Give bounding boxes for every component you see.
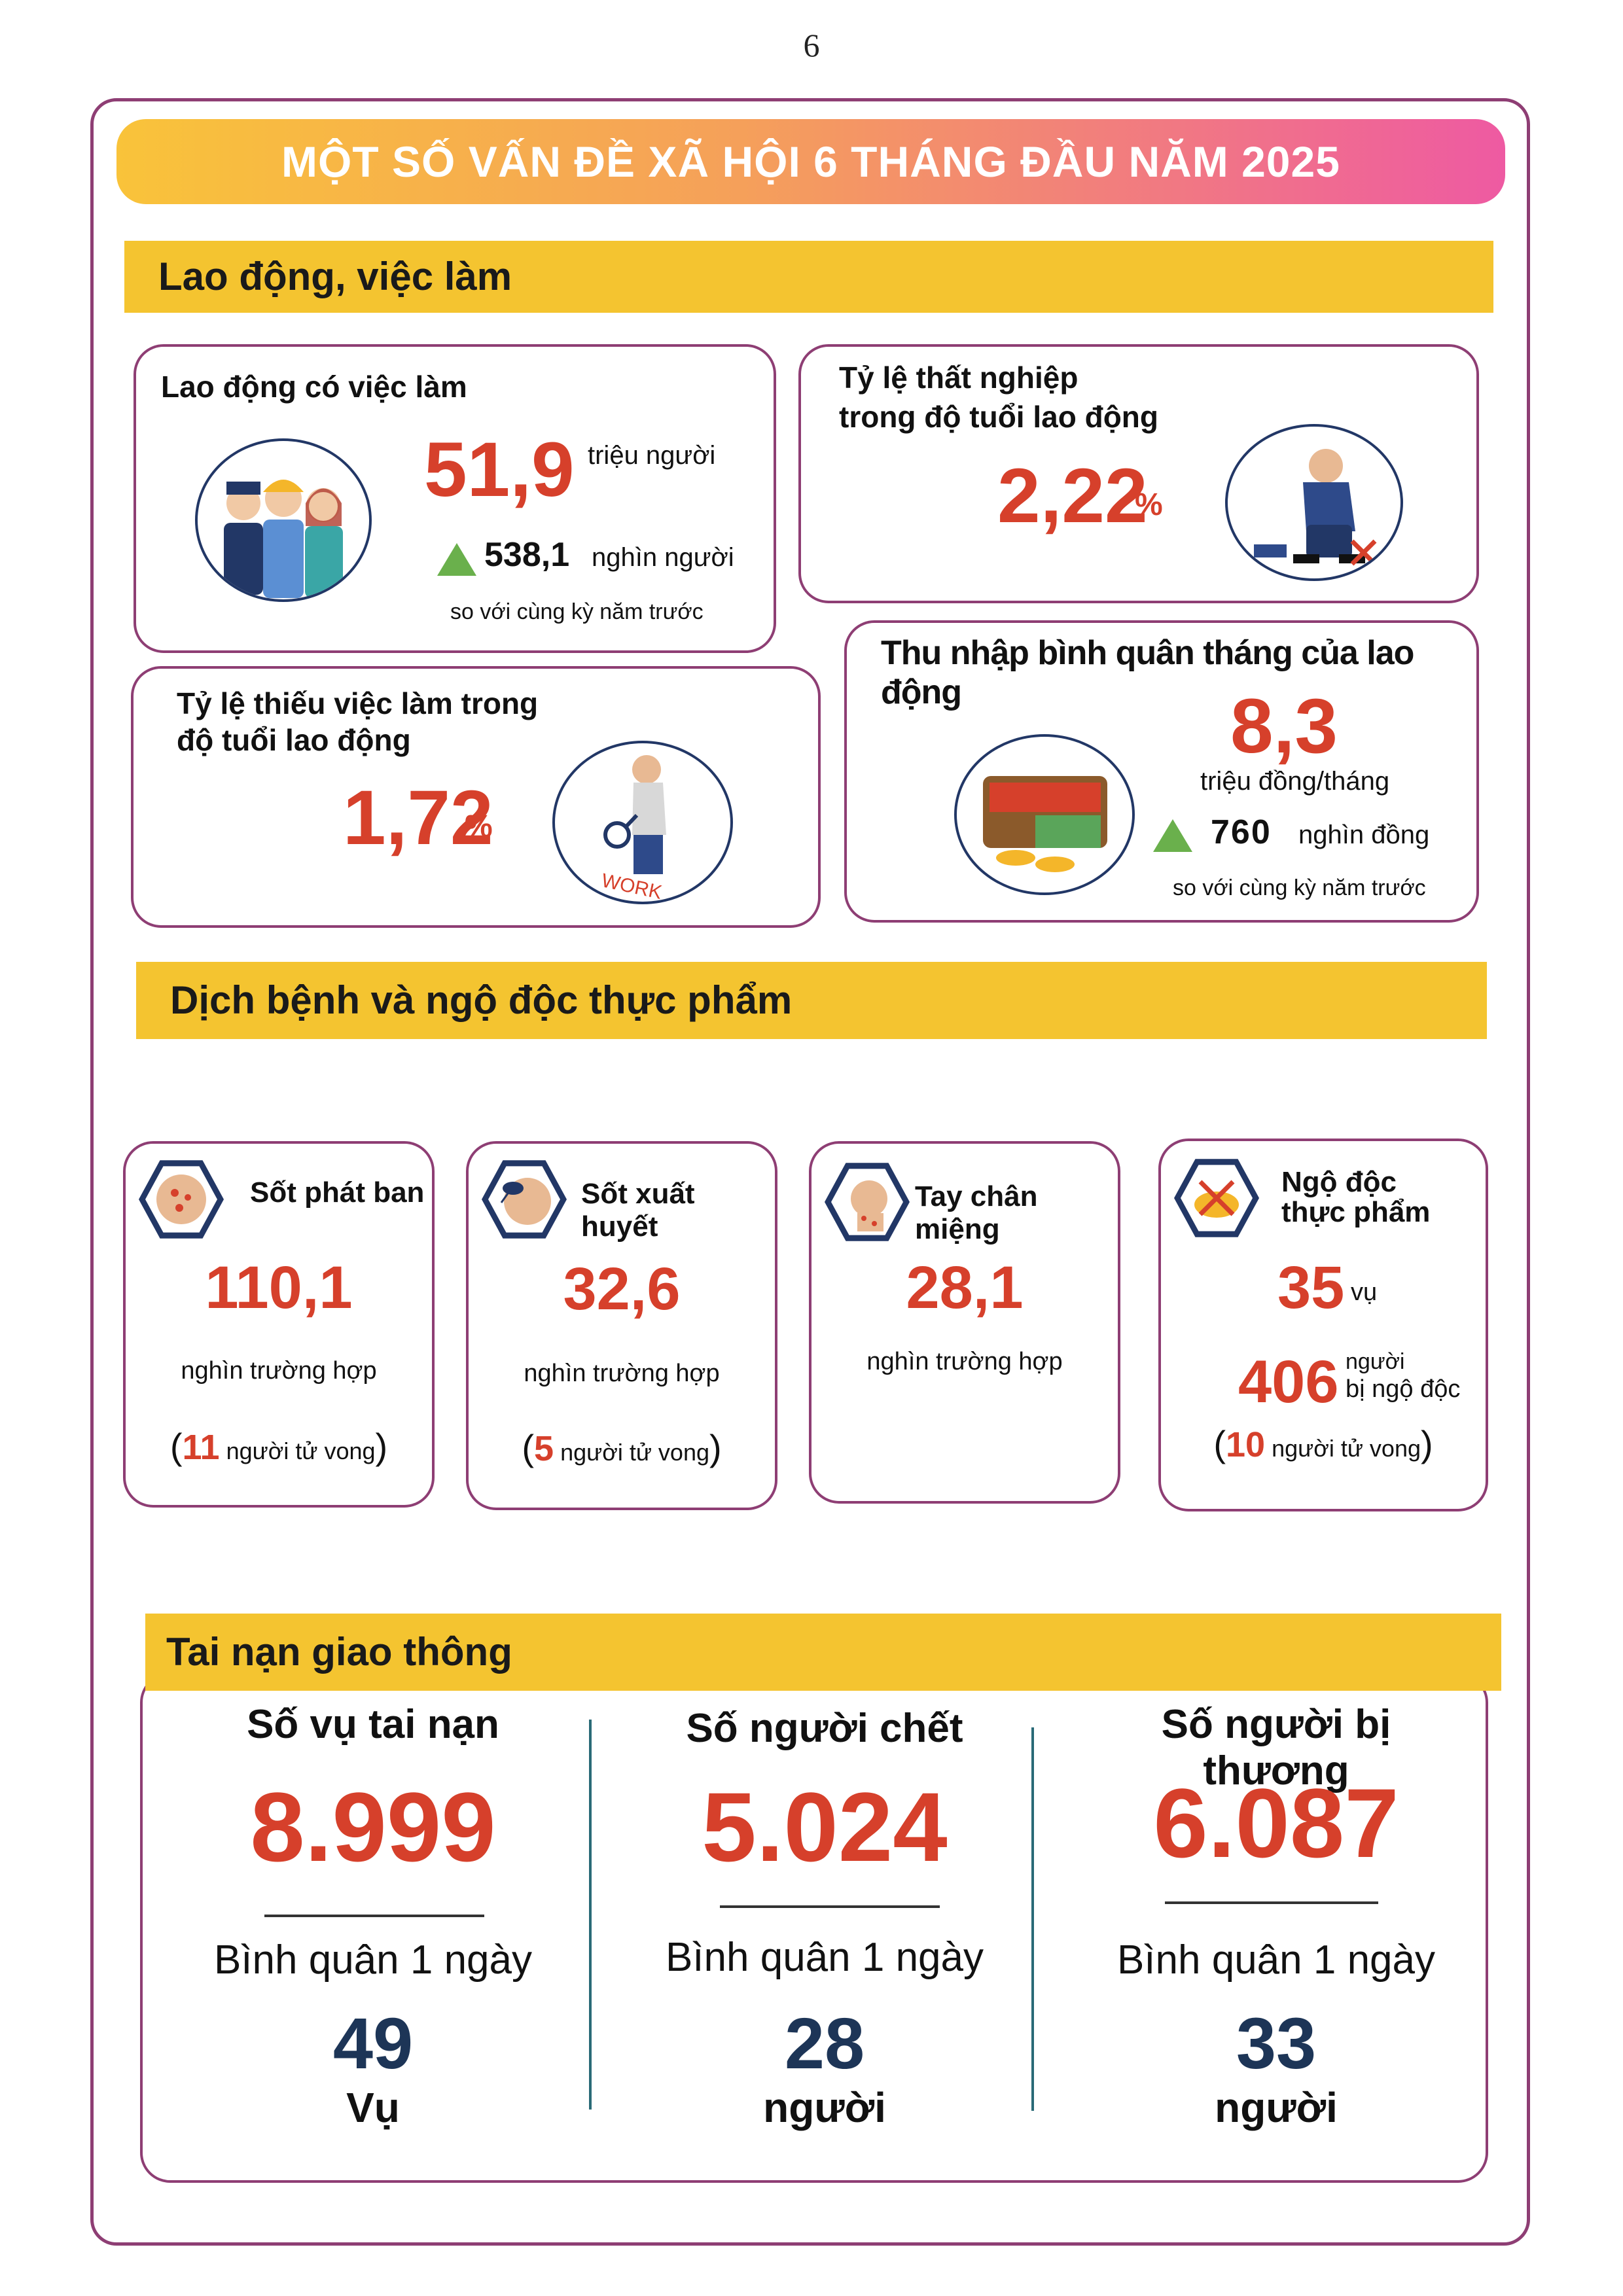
underemployment-label-line2: độ tuổi lao động bbox=[177, 723, 411, 757]
traffic-value: 6.087 bbox=[1153, 1768, 1399, 1878]
card-food-poisoning: Ngộ độc thực phẩm 35 vụ 406 người bị ngộ… bbox=[1158, 1139, 1488, 1511]
employed-unit: triệu người bbox=[588, 441, 716, 470]
unemployment-value: 2,22 bbox=[997, 453, 1148, 539]
wallet-icon bbox=[954, 734, 1135, 895]
traffic-column-deaths: Số người chết 5.024 Bình quân 1 ngày 28 … bbox=[648, 1701, 1001, 2133]
disease-label-line1: Ngộ độc bbox=[1281, 1166, 1397, 1198]
income-label: Thu nhập bình quân tháng của lao động bbox=[881, 634, 1414, 711]
card-income: Thu nhập bình quân tháng của lao động 8,… bbox=[844, 620, 1479, 923]
traffic-avg-label: Bình quân 1 ngày bbox=[213, 1937, 533, 1983]
unemployed-person-icon bbox=[1225, 424, 1403, 581]
traffic-label: Số người bị thương bbox=[1161, 1702, 1391, 1793]
disease-unit: vụ bbox=[1351, 1279, 1378, 1306]
disease-label-line2: thực phẩm bbox=[1281, 1196, 1431, 1228]
income-unit: triệu đồng/tháng bbox=[1200, 767, 1390, 796]
disease-label: Sốt phát ban bbox=[250, 1176, 425, 1209]
disease-value: 32,6 bbox=[563, 1256, 681, 1322]
disease-value: 110,1 bbox=[205, 1254, 353, 1321]
traffic-avg-value: 49 bbox=[332, 2004, 414, 2084]
column-divider bbox=[589, 1720, 592, 2110]
disease-unit: nghìn trường hợp bbox=[866, 1348, 1063, 1375]
disease-deaths-line: (10 người tử vong) bbox=[1213, 1423, 1433, 1464]
food-poisoning-icon bbox=[1174, 1159, 1259, 1237]
page-frame bbox=[90, 98, 1530, 2246]
disease-value: 28,1 bbox=[906, 1254, 1024, 1321]
traffic-value: 5.024 bbox=[702, 1772, 948, 1882]
value-underline bbox=[1165, 1901, 1378, 1904]
increase-arrow-icon bbox=[437, 543, 476, 576]
disease-deaths: 11 bbox=[182, 1428, 220, 1467]
poisoned-people-label-line2: bị ngộ độc bbox=[1346, 1375, 1461, 1403]
increase-arrow-icon bbox=[1153, 819, 1192, 852]
traffic-column-injured: Số người bị thương 6.087 Bình quân 1 ngà… bbox=[1099, 1701, 1453, 2133]
employed-change-unit: nghìn người bbox=[592, 543, 734, 572]
income-change-unit: nghìn đồng bbox=[1298, 821, 1430, 849]
employed-compare: so với cùng kỳ năm trước bbox=[450, 599, 704, 624]
disease-unit: nghìn trường hợp bbox=[181, 1357, 377, 1385]
income-compare: so với cùng kỳ năm trước bbox=[1173, 875, 1426, 900]
svg-text:WORK: WORK bbox=[599, 870, 664, 902]
disease-label: Tay chân miệng bbox=[915, 1180, 1038, 1245]
disease-label: Sốt xuất huyết bbox=[581, 1178, 695, 1243]
poisoned-people-value: 406 bbox=[1238, 1349, 1339, 1415]
traffic-avg-unit: Vụ bbox=[346, 2084, 400, 2131]
hand-foot-mouth-icon bbox=[825, 1163, 910, 1241]
employed-change: 538,1 bbox=[484, 536, 570, 574]
section-heading-traffic: Tai nạn giao thông bbox=[145, 1614, 1501, 1691]
disease-deaths-line: (5 người tử vong) bbox=[522, 1427, 722, 1468]
traffic-avg-unit: người bbox=[763, 2084, 886, 2131]
column-divider bbox=[1031, 1727, 1034, 2111]
employed-value: 51,9 bbox=[424, 427, 575, 513]
disease-deaths: 5 bbox=[534, 1429, 554, 1468]
traffic-value: 8.999 bbox=[250, 1772, 496, 1882]
traffic-avg-label: Bình quân 1 ngày bbox=[1116, 1937, 1436, 1983]
card-traffic bbox=[140, 1672, 1488, 2183]
employed-label: Lao động có việc làm bbox=[161, 370, 467, 404]
poisoned-people-label-line1: người bbox=[1346, 1349, 1405, 1374]
page-title: MỘT SỐ VẤN ĐỀ XÃ HỘI 6 THÁNG ĐẦU NĂM 202… bbox=[116, 119, 1505, 204]
card-unemployment: Tỷ lệ thất nghiệp trong độ tuổi lao động… bbox=[798, 344, 1479, 603]
traffic-avg-value: 28 bbox=[784, 2004, 865, 2084]
income-value: 8,3 bbox=[1230, 683, 1338, 769]
traffic-label: Số người chết bbox=[686, 1706, 963, 1751]
traffic-label: Số vụ tai nạn bbox=[247, 1702, 499, 1747]
traffic-avg-unit: người bbox=[1215, 2084, 1338, 2131]
card-dengue: Sốt xuất huyết 32,6 nghìn trường hợp (5 … bbox=[466, 1141, 777, 1510]
section-heading-disease: Dịch bệnh và ngộ độc thực phẩm bbox=[136, 962, 1487, 1039]
disease-deaths: 10 bbox=[1225, 1425, 1266, 1464]
rash-icon bbox=[139, 1160, 224, 1239]
unemployment-label-line1: Tỷ lệ thất nghiệp bbox=[839, 361, 1079, 395]
disease-deaths-line: (11 người tử vong) bbox=[169, 1426, 388, 1467]
underemployment-unit: % bbox=[465, 809, 493, 844]
disease-deaths-label: người tử vong bbox=[226, 1438, 376, 1464]
job-search-icon: WORK bbox=[552, 741, 733, 904]
income-change: 760 bbox=[1211, 813, 1272, 851]
traffic-avg-label: Bình quân 1 ngày bbox=[665, 1935, 984, 1980]
page-number: 6 bbox=[803, 27, 820, 63]
section-heading-labor: Lao động, việc làm bbox=[124, 241, 1493, 313]
card-rash-fever: Sốt phát ban 110,1 nghìn trường hợp (11 … bbox=[123, 1141, 435, 1508]
unemployment-label-line2: trong độ tuổi lao động bbox=[839, 400, 1158, 434]
workers-icon bbox=[195, 438, 372, 602]
disease-value: 35 bbox=[1277, 1254, 1345, 1321]
card-hand-foot-mouth: Tay chân miệng 28,1 nghìn trường hợp bbox=[809, 1141, 1120, 1504]
disease-unit: nghìn trường hợp bbox=[524, 1360, 720, 1387]
disease-deaths-label: người tử vong bbox=[1272, 1435, 1421, 1462]
card-underemployment: Tỷ lệ thiếu việc làm trong độ tuổi lao đ… bbox=[131, 666, 821, 928]
traffic-avg-value: 33 bbox=[1236, 2004, 1317, 2084]
unemployment-unit: % bbox=[1135, 487, 1163, 522]
traffic-column-accidents: Số vụ tai nạn 8.999 Bình quân 1 ngày 49 … bbox=[196, 1701, 550, 2133]
mosquito-icon bbox=[482, 1160, 567, 1239]
value-underline bbox=[720, 1905, 940, 1908]
underemployment-label-line1: Tỷ lệ thiếu việc làm trong bbox=[177, 686, 539, 720]
underemployment-value: 1,72 bbox=[343, 775, 493, 861]
disease-deaths-label: người tử vong bbox=[560, 1439, 709, 1466]
card-employed: Lao động có việc làm 51,9 triệu người 53… bbox=[134, 344, 776, 653]
value-underline bbox=[264, 1915, 484, 1917]
